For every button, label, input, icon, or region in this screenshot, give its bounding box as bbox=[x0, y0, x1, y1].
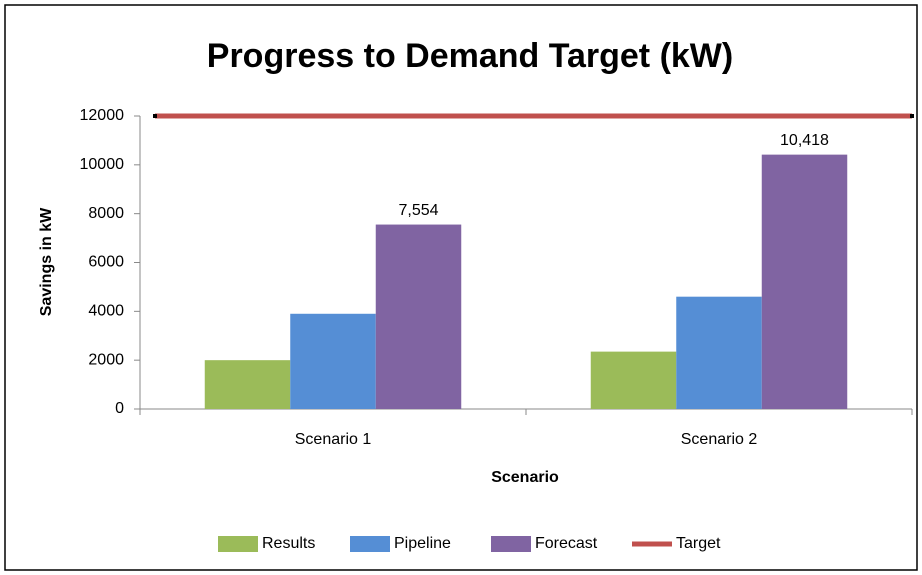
y-tick-label: 2000 bbox=[88, 351, 124, 368]
x-axis-label: Scenario bbox=[491, 469, 559, 486]
legend-label: Target bbox=[676, 535, 721, 552]
y-tick-label: 8000 bbox=[88, 205, 124, 222]
y-tick-label: 6000 bbox=[88, 254, 124, 271]
bar bbox=[204, 360, 291, 409]
y-tick-label: 4000 bbox=[88, 303, 124, 320]
y-tick-label: 10000 bbox=[80, 156, 125, 173]
y-axis-label: Savings in kW bbox=[38, 207, 55, 316]
target-marker bbox=[910, 114, 914, 118]
data-label: 10,418 bbox=[780, 132, 829, 149]
bar bbox=[590, 351, 677, 409]
legend-label: Results bbox=[262, 535, 315, 552]
bar bbox=[676, 296, 762, 409]
bar bbox=[761, 154, 848, 409]
legend-swatch bbox=[350, 536, 390, 552]
legend-label: Forecast bbox=[535, 535, 598, 552]
data-label: 7,554 bbox=[398, 202, 438, 219]
chart-title: Progress to Demand Target (kW) bbox=[207, 37, 733, 75]
x-tick-label: Scenario 2 bbox=[681, 431, 758, 448]
legend-label: Pipeline bbox=[394, 535, 451, 552]
bar bbox=[375, 224, 462, 409]
x-tick-label: Scenario 1 bbox=[295, 431, 372, 448]
y-tick-label: 12000 bbox=[80, 107, 125, 124]
y-tick-label: 0 bbox=[115, 400, 124, 417]
legend-swatch bbox=[491, 536, 531, 552]
target-marker bbox=[153, 114, 157, 118]
bar bbox=[290, 313, 376, 409]
legend-swatch bbox=[218, 536, 258, 552]
